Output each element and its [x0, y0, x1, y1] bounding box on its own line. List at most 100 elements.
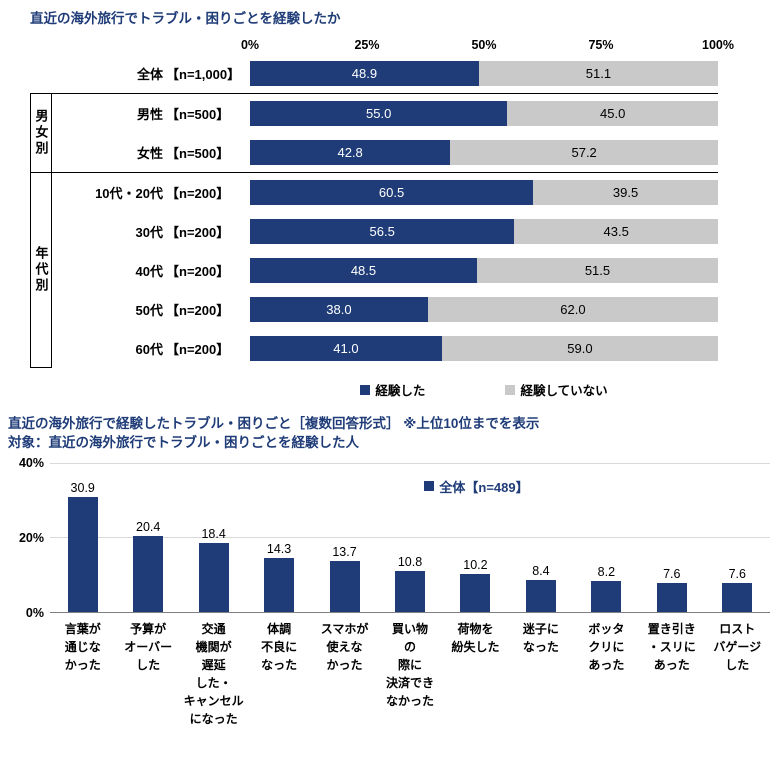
chart1-group-rows: 男性 【n=500】 55.0 45.0 女性 【n=500】 42.8 57.2: [52, 94, 718, 172]
chart1-group-bracket: [30, 54, 52, 93]
chart1-bar-segment-0: 48.9: [250, 61, 479, 87]
chart2-category-line: 機関が: [195, 639, 232, 654]
chart1-bar-segment-0: 60.5: [250, 180, 534, 206]
chart1-row-n: 【n=200】: [166, 264, 230, 280]
chart2-plot: 30.9 20.4 18.4 14.3 13.7 10.8 10.2 8.4 8.2 7.6 7.6…: [50, 462, 770, 613]
chart1-x-tick: 0%: [240, 38, 260, 53]
chart1-bar-track: 56.5 43.5: [250, 219, 718, 245]
chart1-row-label: 50代 【n=200】: [52, 300, 250, 319]
chart1-row: 60代 【n=200】 41.0 59.0: [52, 329, 718, 368]
chart1-row-name: 60代: [135, 342, 163, 358]
chart2-category-labels: 言葉が 通じな かった 予算が オーバー した 交通 機関が 遅延 した・ キャンセル になった 体調不…: [50, 620, 770, 728]
chart2-value-label: 30.9: [70, 480, 95, 495]
chart1-row-n: 【n=200】: [166, 303, 230, 319]
chart1-bar-segment-1: 62.0: [427, 297, 718, 323]
chart1-x-axis: 0% 25% 50% 75% 100%: [30, 32, 734, 54]
chart1-group-bracket: 年代別: [30, 173, 52, 369]
chart1-bar-track: 60.5 39.5: [250, 180, 718, 206]
chart2-category-line: 予算が: [130, 621, 167, 636]
legend-item: 経験した: [360, 380, 425, 399]
chart1-row-label: 40代 【n=200】: [52, 261, 250, 280]
chart2-legend: 全体【n=489】: [424, 477, 529, 496]
chart1-bar-segment-0: 55.0: [250, 101, 508, 127]
chart1-group: 男女別 男性 【n=500】 55.0 45.0 女性 【n=500】 42.8 57.2: [30, 93, 718, 173]
chart2-category-line: 言葉が: [64, 621, 101, 636]
chart1-row-name: 全体: [136, 67, 163, 83]
chart2-body: 40% 20% 0% 30.9 20.4 18.4 14.3 13.7 10.8 10.2 8.4…: [8, 456, 770, 728]
chart1-bar-segment-1: 59.0: [441, 336, 718, 362]
chart1-row-name: 10代・20代: [95, 186, 163, 202]
chart2-category-label: 買い物の際に 決済でき なかった: [377, 620, 442, 728]
chart1-x-tick: 50%: [471, 38, 497, 53]
chart1-row-label: 男性 【n=500】: [52, 104, 250, 123]
chart1-row-label: 女性 【n=500】: [52, 143, 250, 162]
chart2-y-tick: 20%: [18, 530, 44, 545]
vertical-bar-chart-section: 直近の海外旅行で経験したトラブル・困りごと［複数回答形式］ ※上位10位までを表…: [0, 415, 780, 727]
chart2-category-label: 置き引き ・スリに あった: [639, 620, 704, 728]
chart1-bar-track: 38.0 62.0: [250, 297, 718, 323]
chart1-group-rows: 全体 【n=1,000】 48.9 51.1: [52, 54, 718, 93]
chart1-x-ticks: 0% 25% 50% 75% 100%: [241, 36, 734, 54]
chart1-bar-segment-1: 43.5: [514, 219, 718, 245]
legend-swatch: [424, 481, 435, 492]
chart1-row-label: 60代 【n=200】: [52, 339, 250, 358]
chart2-category-line: かった: [64, 657, 101, 672]
chart2-category-label: ロスト バゲージ した: [705, 620, 770, 728]
chart1-row-n: 【n=1,000】: [166, 67, 241, 83]
chart1-row: 女性 【n=500】 42.8 57.2: [52, 133, 718, 172]
chart2-y-tick: 0%: [25, 605, 44, 620]
chart2-category-label: 荷物を 紛失した: [443, 620, 508, 728]
legend-item: 経験していない: [505, 380, 608, 399]
chart2-bar-slot: 7.6: [705, 463, 770, 612]
chart1-bar-segment-0: 38.0: [250, 297, 428, 323]
chart1-group: 年代別 10代・20代 【n=200】 60.5 39.5 30代 【n=200】 56.5 4…: [30, 172, 718, 369]
legend-label: 全体【n=489】: [439, 479, 529, 495]
chart2-value-label: 13.7: [332, 544, 357, 559]
gridline-40: [50, 462, 770, 464]
chart2-category-line: なった: [261, 657, 298, 672]
chart1-bar-segment-1: 51.5: [476, 258, 718, 284]
legend-swatch: [505, 384, 516, 395]
chart2-bar-slot: 18.4: [181, 463, 246, 612]
chart1-row-n: 【n=200】: [166, 225, 230, 241]
chart2-category-line: になった: [189, 711, 238, 726]
chart1-bar-track: 48.9 51.1: [250, 61, 718, 87]
chart2-category-line: の: [403, 639, 416, 654]
chart1-bar-track: 48.5 51.5: [250, 258, 718, 284]
chart1-row-label: 全体 【n=1,000】: [52, 64, 250, 83]
chart2-category-line: オーバー: [124, 639, 173, 654]
chart2-value-label: 7.6: [728, 567, 746, 582]
chart2-category-line: 際に: [397, 657, 422, 672]
chart1-bar-segment-1: 51.1: [478, 61, 718, 87]
chart1-bar-segment-0: 48.5: [250, 258, 477, 284]
chart1-bar-segment-1: 45.0: [507, 101, 718, 127]
chart2-category-line: かった: [326, 657, 363, 672]
chart2-bar-slot: 10.8: [377, 463, 442, 612]
chart1-row-n: 【n=200】: [166, 186, 230, 202]
chart1-row-name: 40代: [135, 264, 163, 280]
chart2-category-label: 迷子に なった: [508, 620, 573, 728]
chart2-category-line: 不良に: [261, 639, 298, 654]
chart2-category-line: あった: [588, 657, 625, 672]
chart2-title: 直近の海外旅行で経験したトラブル・困りごと［複数回答形式］ ※上位10位までを表…: [8, 416, 540, 432]
chart2-category-line: した: [725, 657, 750, 672]
chart2-value-label: 18.4: [201, 527, 226, 542]
chart1-bar-segment-1: 57.2: [450, 140, 718, 166]
chart1-group-label: 年代別: [33, 246, 49, 295]
chart1-row-label: 10代・20代 【n=200】: [52, 183, 250, 202]
chart2-bar: [67, 496, 98, 612]
gridline-20: [50, 537, 770, 539]
chart1-x-tick: 100%: [702, 38, 734, 53]
chart1-row-name: 女性: [136, 146, 163, 162]
chart2-bar-slot: 10.2: [443, 463, 508, 612]
chart1-bar-segment-0: 56.5: [250, 219, 515, 245]
chart2-value-label: 20.4: [136, 519, 161, 534]
chart2-category-line: スマホが: [320, 621, 369, 636]
chart2-category-line: 遅延: [201, 657, 226, 672]
chart2-category-line: ロスト: [719, 621, 756, 636]
chart2-category-line: ・スリに: [647, 639, 696, 654]
chart2-category-line: 買い物: [391, 621, 428, 636]
chart2-bar: [198, 543, 229, 612]
chart1-row: 全体 【n=1,000】 48.9 51.1: [52, 54, 718, 93]
